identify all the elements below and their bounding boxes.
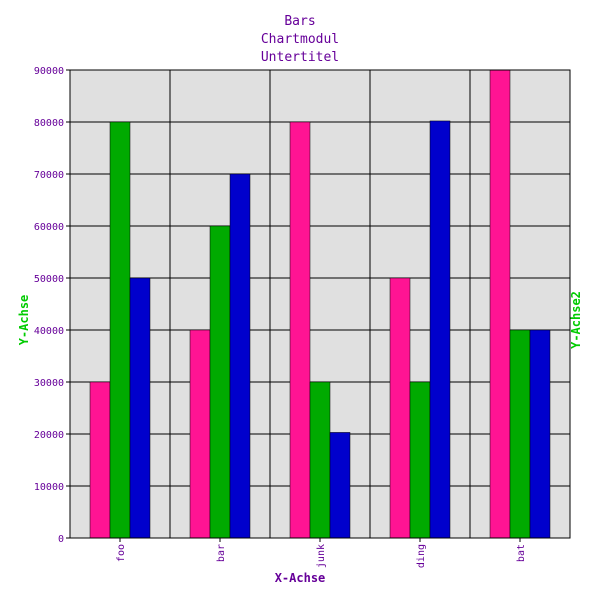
x-tick-label: junk [316,544,327,568]
bar-ding-series-2 [409,381,431,539]
x-tick-label: bat [516,544,527,562]
bar-bat-series-2 [509,329,531,539]
bar-foo-series-3 [129,277,151,539]
y-tick-label: 60000 [34,222,64,233]
bar-junk-series-3 [329,432,351,539]
y-tick-label: 30000 [34,378,64,389]
y-axis-label: Y-Achse [17,295,31,346]
y-tick-label: 0 [58,534,64,545]
bar-foo-series-2 [109,121,131,539]
y-axis2-label: Y-Achse2 [569,291,583,349]
y-tick-label: 50000 [34,274,64,285]
bar-junk-series-1 [289,121,311,539]
bar-bat-series-3 [529,329,551,539]
x-tick-label: ding [416,544,427,568]
bar-ding-series-3 [429,120,451,539]
y-axis-ticks: 0 10000 20000 30000 40000 50000 60000 70000 8000… [34,66,70,545]
bar-foo-series-1 [89,381,111,539]
bar-bar-series-1 [189,329,211,539]
x-tick-label: foo [116,544,127,562]
bar-ding-series-1 [389,277,411,539]
x-axis-ticks: foo bar junk ding bat [116,538,527,568]
bar-bat-series-1 [489,69,511,539]
y-tick-label: 80000 [34,118,64,129]
y-tick-label: 40000 [34,326,64,337]
y-tick-label: 90000 [34,66,64,77]
y-tick-label: 20000 [34,430,64,441]
chart-title: Bars [284,14,315,29]
bar-bar-series-2 [209,225,231,539]
chart-subtitle-line-1: Chartmodul [261,32,339,47]
y-tick-label: 70000 [34,170,64,181]
chart-subtitle-line-2: Untertitel [261,50,339,65]
x-tick-label: bar [216,544,227,562]
bar-bar-series-3 [229,173,251,539]
x-axis-label: X-Achse [275,571,326,585]
y-tick-label: 10000 [34,482,64,493]
bar-junk-series-2 [309,381,331,539]
